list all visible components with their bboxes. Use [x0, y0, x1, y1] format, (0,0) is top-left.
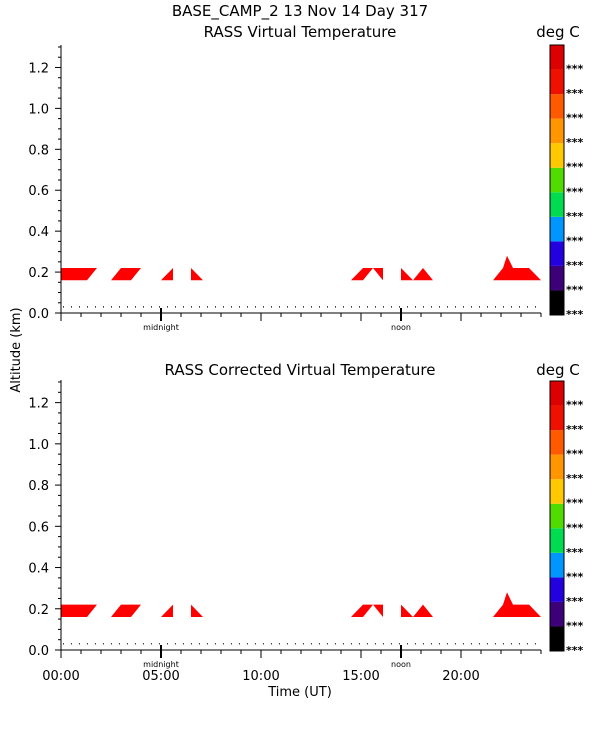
time-marker-label: noon	[391, 323, 411, 332]
chart-title: RASS Virtual Temperature	[204, 23, 397, 41]
colorbar-frame	[549, 44, 565, 316]
colorbar-units: deg C	[536, 23, 580, 41]
y-tick-label: 0.0	[28, 307, 49, 322]
data-region	[401, 604, 413, 617]
y-tick-label: 0.2	[28, 266, 49, 281]
data-region	[111, 604, 141, 617]
x-tick-label: 15:00	[342, 669, 379, 684]
colorbar-segment	[550, 503, 564, 529]
colorbar-label: ***	[566, 546, 584, 559]
data-region	[61, 604, 97, 617]
data-region	[61, 268, 97, 281]
y-tick-label: 1.2	[28, 61, 49, 76]
colorbar-segment	[550, 265, 564, 291]
colorbar-segment	[550, 577, 564, 602]
colorbar-segment	[550, 381, 564, 406]
y-tick-label: 0.4	[28, 225, 49, 240]
colorbar-segment	[550, 626, 564, 651]
colorbar-units: deg C	[536, 361, 580, 379]
data-region	[493, 255, 541, 281]
colorbar-label: ***	[566, 161, 584, 174]
y-tick-label: 0.6	[28, 184, 49, 199]
y-tick-label: 0.8	[28, 143, 49, 158]
x-axis-label: Time (UT)	[267, 685, 332, 700]
colorbar-segment	[550, 94, 564, 119]
y-tick-label: 0.0	[28, 644, 49, 659]
data-region	[111, 268, 141, 281]
y-tick-label: 0.4	[28, 562, 49, 577]
y-tick-label: 0.6	[28, 520, 49, 535]
colorbar-label: ***	[566, 283, 584, 296]
colorbar-segment	[550, 241, 564, 266]
colorbar-frame	[549, 380, 565, 652]
colorbar-segment	[550, 192, 564, 217]
colorbar-label: ***	[566, 87, 584, 100]
y-tick-label: 1.0	[28, 438, 49, 453]
panel-virtual-temperature: RASS Virtual Temperature deg C 0.0 0.2 0.4 0.…	[28, 23, 583, 332]
colorbar-label: ***	[566, 644, 584, 657]
x-tick-label: 00:00	[42, 669, 79, 684]
data-region	[401, 268, 413, 281]
data-region	[161, 604, 173, 617]
colorbar-label: ***	[566, 448, 584, 461]
colorbar-label: ***	[566, 619, 584, 632]
y-tick-label: 1.0	[28, 102, 49, 117]
colorbar-segment	[550, 430, 564, 455]
colorbar-segment	[550, 216, 564, 242]
data-region	[373, 604, 383, 617]
colorbar-segment	[550, 167, 564, 193]
colorbar-label: ***	[566, 259, 584, 272]
colorbar-label: ***	[566, 185, 584, 198]
colorbar-label: ***	[566, 136, 584, 149]
colorbar-label: ***	[566, 63, 584, 76]
colorbar-segment	[550, 601, 564, 627]
x-tick-label: 10:00	[242, 669, 279, 684]
colorbar-segment	[550, 552, 564, 578]
colorbar-segment	[550, 45, 564, 70]
colorbar-label: ***	[566, 472, 584, 485]
y-tick-label: 0.8	[28, 479, 49, 494]
colorbar-label: ***	[566, 112, 584, 125]
colorbar-segment	[550, 479, 564, 504]
y-tick-label: 0.2	[28, 603, 49, 618]
time-marker-label: noon	[391, 660, 411, 669]
data-region	[413, 604, 433, 617]
colorbar-label: ***	[566, 210, 584, 223]
colorbar-label: ***	[566, 521, 584, 534]
colorbar-segment	[550, 405, 564, 431]
colorbar-segment	[550, 69, 564, 95]
data-region	[161, 268, 173, 281]
colorbar-segment	[550, 528, 564, 553]
data-region	[351, 268, 373, 281]
x-tick-label: 05:00	[142, 669, 179, 684]
chart-title: RASS Corrected Virtual Temperature	[165, 361, 436, 379]
x-tick-label: 20:00	[442, 669, 479, 684]
colorbar-segment	[550, 290, 564, 315]
colorbar-label: ***	[566, 570, 584, 583]
colorbar-label: ***	[566, 308, 584, 321]
data-region	[191, 604, 203, 617]
data-region	[351, 604, 373, 617]
y-tick-label: 1.2	[28, 397, 49, 412]
colorbar-segment	[550, 118, 564, 144]
page-title: BASE_CAMP_2 13 Nov 14 Day 317	[172, 2, 428, 21]
time-marker-label: midnight	[143, 323, 179, 332]
colorbar-label: ***	[566, 497, 584, 510]
y-axis-label: Altitude (km)	[9, 307, 24, 392]
colorbar-label: ***	[566, 595, 584, 608]
data-region	[493, 592, 541, 617]
colorbar-label: ***	[566, 399, 584, 412]
data-region	[413, 268, 433, 281]
time-marker-label: midnight	[143, 660, 179, 669]
colorbar-segment	[550, 454, 564, 480]
colorbar-label: ***	[566, 423, 584, 436]
data-region	[373, 268, 383, 281]
colorbar-segment	[550, 143, 564, 168]
panel-corrected-virtual-temperature: RASS Corrected Virtual Temperature deg C 0…	[28, 361, 583, 684]
data-region	[191, 268, 203, 281]
colorbar-label: ***	[566, 234, 584, 247]
